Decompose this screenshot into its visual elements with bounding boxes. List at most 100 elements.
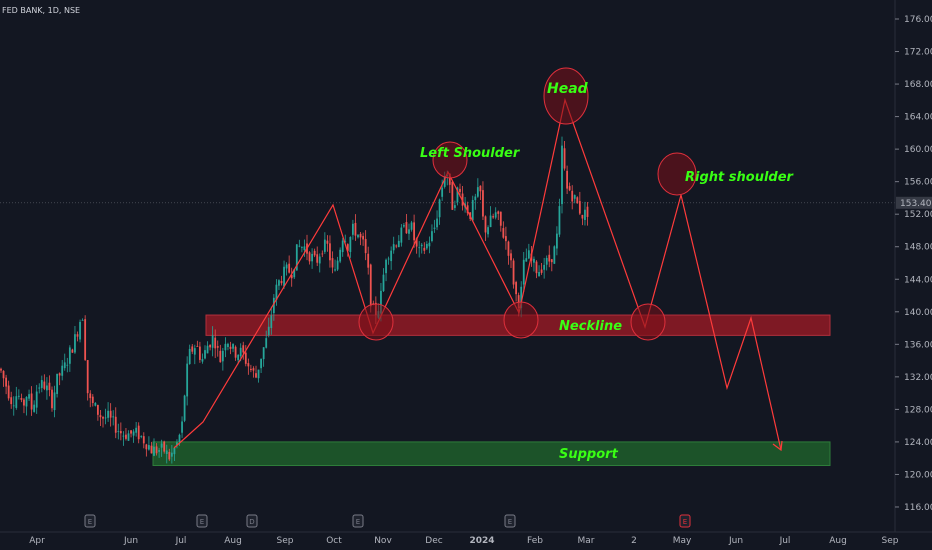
candle-body xyxy=(456,187,459,203)
candle-body xyxy=(553,246,556,264)
time-axis[interactable]: Apr Jun Jul Aug Sep Oct Nov Dec 2024 Feb Mar 2 May Ju… xyxy=(0,531,932,546)
candle-body xyxy=(357,234,359,238)
candle-body xyxy=(79,321,81,340)
candle-body xyxy=(247,363,250,367)
candle-body xyxy=(459,188,461,193)
candle-body xyxy=(295,244,298,271)
candle-body xyxy=(201,359,204,362)
candle-body xyxy=(17,395,20,397)
candle-body xyxy=(219,350,222,363)
time-tick-label: Jul xyxy=(779,536,791,546)
time-tick-label: Mar xyxy=(578,536,595,546)
candle-body xyxy=(283,266,285,287)
candle-body xyxy=(313,250,316,256)
candle-body xyxy=(114,416,117,433)
candle-body xyxy=(431,231,433,242)
candle-body xyxy=(341,240,344,253)
candle-body xyxy=(84,319,87,360)
candle-body xyxy=(7,385,10,399)
circles-layer xyxy=(358,67,697,341)
candle-body xyxy=(206,345,209,354)
candle-body xyxy=(367,253,370,268)
time-tick-label: Oct xyxy=(326,536,342,546)
candle-body xyxy=(255,373,257,378)
candle-body xyxy=(265,338,268,348)
candle-body xyxy=(382,274,385,292)
support-zone xyxy=(152,441,831,467)
labels-layer: Head Left Shoulder Right shoulder Neckline S… xyxy=(420,81,795,462)
candle-body xyxy=(323,239,326,252)
candle-body xyxy=(571,190,574,202)
candle-body xyxy=(392,244,395,251)
candle-body xyxy=(423,247,426,251)
candle-body xyxy=(369,264,372,307)
candle-body xyxy=(436,218,438,228)
candle-body xyxy=(441,187,444,197)
candle-body xyxy=(438,199,441,218)
candle-body xyxy=(502,228,505,238)
candle-body xyxy=(191,346,194,352)
candle-body xyxy=(479,185,482,192)
candle-body xyxy=(433,227,436,229)
candle-body xyxy=(250,368,252,370)
time-tick-label: 2 xyxy=(631,536,637,546)
event-marker xyxy=(246,514,258,528)
candle-body xyxy=(38,387,41,389)
event-marker-letter: E xyxy=(508,518,512,526)
pattern-layer xyxy=(173,97,783,452)
candle-body xyxy=(346,244,349,251)
candle-body xyxy=(395,245,398,247)
candle-body xyxy=(35,391,38,408)
price-tick-label: 136.00 xyxy=(904,340,932,350)
time-tick-label: Jul xyxy=(175,536,187,546)
price-axis[interactable]: 176.00 172.00 168.00 164.00 160.00 156.00 152.… xyxy=(894,0,932,532)
candle-body xyxy=(489,215,492,228)
candle-body xyxy=(308,252,311,262)
candle-body xyxy=(51,389,53,409)
candle-body xyxy=(538,272,540,277)
price-tick-label: 172.00 xyxy=(904,48,932,58)
candle-body xyxy=(527,250,530,259)
label-head: Head xyxy=(547,81,589,97)
candle-body xyxy=(586,206,589,217)
candle-body xyxy=(148,445,150,450)
candle-body xyxy=(581,214,584,219)
candle-body xyxy=(109,410,112,418)
candle-body xyxy=(344,241,347,243)
price-tick-label: 124.00 xyxy=(904,438,932,448)
candle-body xyxy=(578,201,581,214)
candle-body xyxy=(0,368,2,371)
candle-body xyxy=(170,452,173,457)
candle-body xyxy=(270,315,273,329)
candle-body xyxy=(237,354,240,361)
candle-body xyxy=(102,417,104,419)
candle-body xyxy=(476,187,479,197)
candle-body xyxy=(334,269,336,271)
candle-body xyxy=(204,350,206,359)
candle-body xyxy=(107,410,109,418)
time-tick-label: Sep xyxy=(882,536,899,546)
candle-body xyxy=(135,427,138,433)
time-tick-label: Aug xyxy=(224,536,242,546)
candle-body xyxy=(466,205,469,214)
candle-body xyxy=(454,205,456,208)
candle-body xyxy=(71,349,74,353)
candle-body xyxy=(173,447,176,455)
candle-body xyxy=(573,195,576,199)
label-right-shoulder: Right shoulder xyxy=(685,170,795,185)
price-tick-label: 164.00 xyxy=(904,113,932,123)
candle-body xyxy=(262,347,265,360)
candle-body xyxy=(104,417,107,419)
event-marker xyxy=(196,514,208,528)
candle-body xyxy=(443,176,446,187)
time-tick-label: Apr xyxy=(29,536,45,546)
price-tick-label: 176.00 xyxy=(904,15,932,25)
candle-body xyxy=(505,236,507,242)
candle-body xyxy=(165,450,168,454)
candle-body xyxy=(318,256,321,264)
candle-body xyxy=(321,253,324,255)
candle-body xyxy=(239,347,242,357)
pattern-line xyxy=(173,97,782,451)
candle-body xyxy=(214,337,217,349)
